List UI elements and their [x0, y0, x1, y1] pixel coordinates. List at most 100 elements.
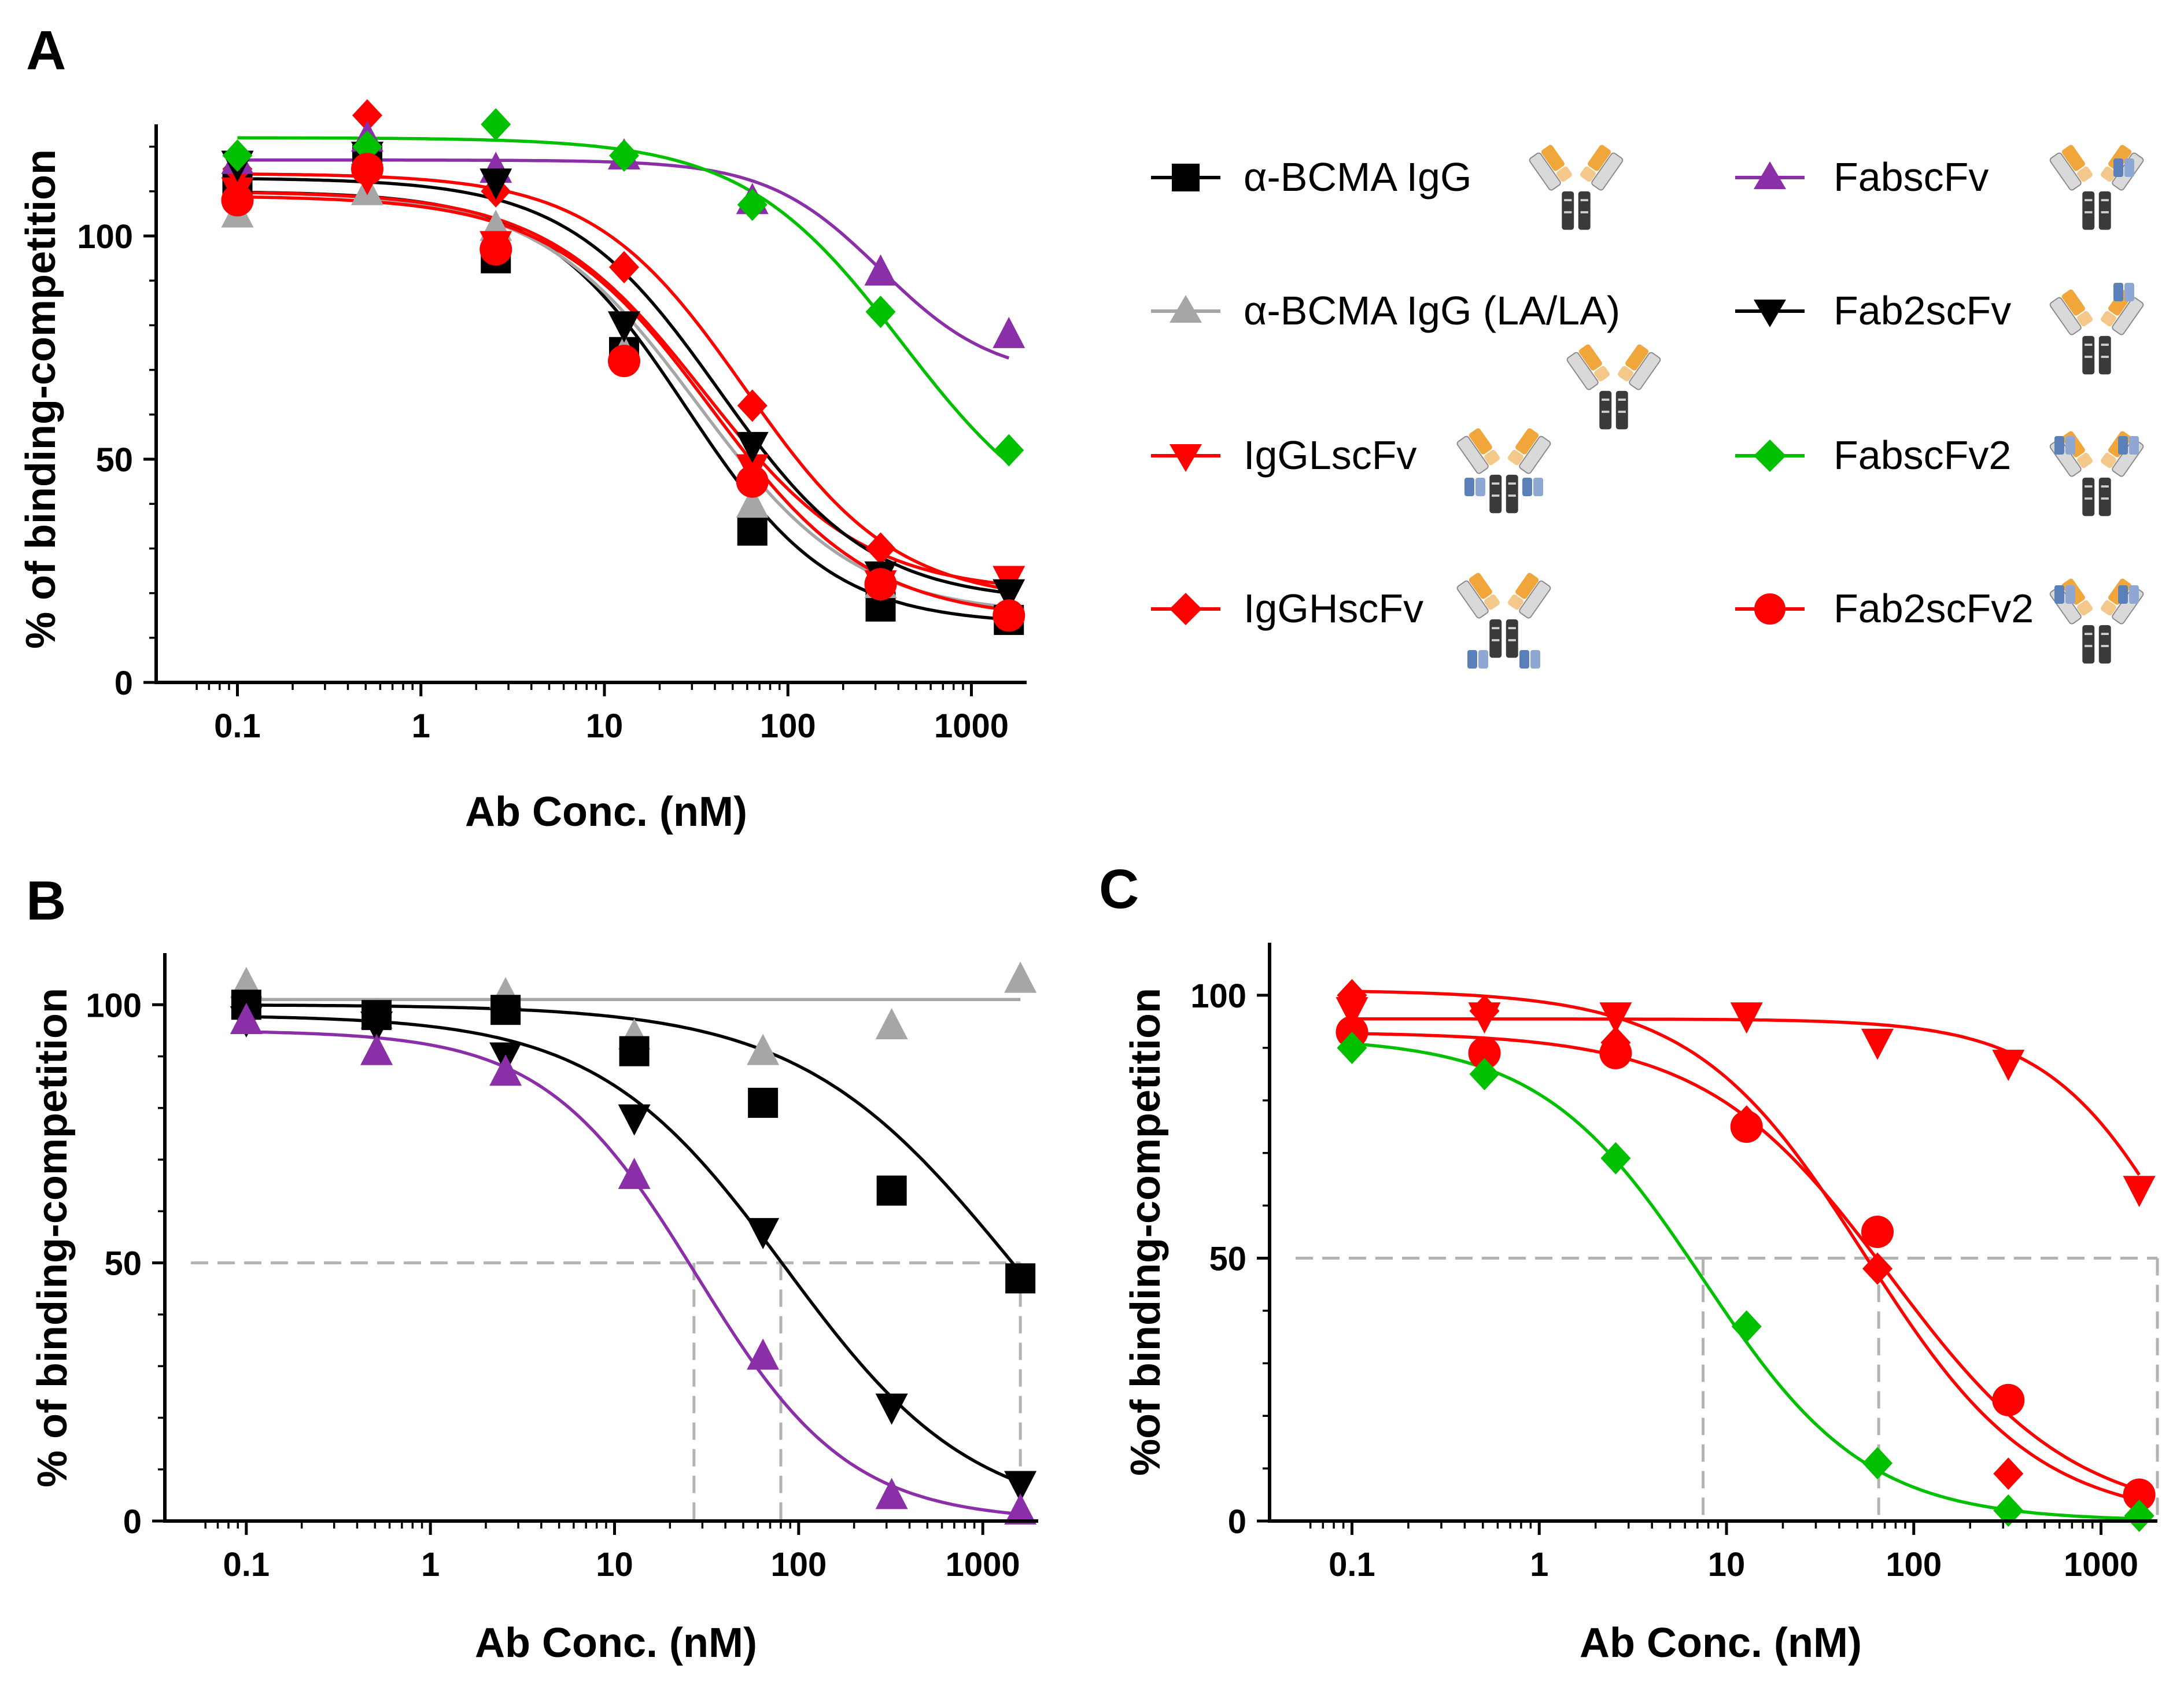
legend-item-igglscfv: IgGLscFv [1151, 426, 1552, 514]
data-point-fabscfv [747, 1338, 780, 1370]
fit-curve-igghscfv [237, 172, 1009, 591]
panel-label-a: A [26, 20, 66, 82]
data-point-fabscfv2 [2124, 1499, 2155, 1532]
data-point-fab2scfv2 [351, 153, 383, 186]
antibody-format-icon [1455, 571, 1552, 659]
fit-curve-fab2scfv [237, 177, 1009, 595]
y-tick-label: 0 [115, 665, 133, 702]
data-point-fabscfv2 [609, 139, 640, 172]
data-point-igglscfv [1730, 1002, 1763, 1034]
y-tick-label: 50 [104, 1245, 142, 1283]
data-point-a-bcma-igg-la-la [736, 486, 769, 518]
data-point-igghscfv [1337, 979, 1367, 1012]
legend-item-fabscfv: FabscFv [1735, 143, 2145, 231]
data-point-fab2scfv [479, 168, 512, 200]
legend-item-a-bcma-igg-la-la: α-BCMA IgG (LA/LA) [1151, 288, 1662, 430]
x-tick-label: 1 [421, 1546, 440, 1583]
data-point-igghscfv [1469, 995, 1500, 1028]
data-point-fabscfv2 [1862, 1447, 1893, 1479]
legend-item-a-bcma-igg: α-BCMA IgG [1151, 143, 1625, 231]
x-tick-label: 0.1 [214, 707, 261, 745]
panel-b-plot: 0 50 100 0.1 1 10 100 1000 Ab Conc. (nM) % of b… [29, 953, 1038, 1666]
data-point-fabscfv2 [865, 296, 896, 328]
legend-marker-diamond [1170, 593, 1202, 625]
x-tick-label: 0.1 [223, 1546, 270, 1583]
x-tick-label: 10 [586, 707, 624, 745]
data-point-igglscfv [1992, 1050, 2025, 1081]
data-point-a-bcma-igg-la-la [1004, 961, 1037, 993]
fit-curve-igglscfv [237, 191, 1009, 586]
legend-marker-triangle-down [1170, 444, 1202, 472]
data-point-fabscfv2 [1993, 1494, 2024, 1527]
data-point-fabscfv2 [1731, 1310, 1762, 1343]
data-point-igghscfv [865, 532, 896, 565]
data-point-igglscfv [1336, 997, 1368, 1029]
data-point-igghscfv [1993, 1457, 2024, 1490]
data-point-fab2scfv [736, 431, 769, 463]
data-point-fab2scfv [360, 1011, 393, 1043]
data-point-fab2scfv2 [736, 465, 769, 498]
y-tick-label: 50 [1209, 1240, 1246, 1278]
y-tick-label: 0 [123, 1503, 142, 1541]
data-point-igghscfv [737, 389, 768, 422]
panel-b-y-axis-title: % of binding-competition [29, 988, 76, 1487]
x-tick-label: 1000 [2064, 1546, 2138, 1583]
panel-c-y-axis-title: %of binding-competition [1123, 988, 1169, 1476]
fit-curve-fab2scfv [246, 1015, 1021, 1484]
data-point-fabscfv [618, 1157, 651, 1189]
y-tick-label: 100 [1190, 977, 1246, 1015]
panel-a-legend: α-BCMA IgG α-BCMA IgG (LA/LA) IgGLscFv I… [1151, 143, 2145, 669]
antibody-format-icon [1565, 342, 1662, 430]
data-point-igghscfv [1862, 1252, 1893, 1285]
data-point-fabscfv [993, 316, 1025, 348]
data-point-fabscfv [360, 1033, 393, 1065]
x-tick-label: 10 [1708, 1546, 1746, 1583]
panel-label-b: B [26, 870, 66, 932]
panel-c-plot: 0 50 100 0.1 1 10 100 1000 Ab Conc. (nM) %of bi… [1123, 943, 2159, 1666]
data-point-fab2scfv2 [1992, 1383, 2025, 1416]
legend-marker-triangle-up [1170, 295, 1202, 323]
data-point-igglscfv [1599, 1002, 1632, 1034]
data-point-a-bcma-igg [490, 995, 521, 1025]
data-point-igghscfv [352, 99, 382, 132]
data-point-fabscfv2 [1469, 1058, 1500, 1091]
data-point-fabscfv [864, 254, 897, 286]
data-point-fab2scfv2 [993, 599, 1025, 632]
data-point-fabscfv [230, 1003, 263, 1035]
data-point-fab2scfv2 [1468, 1036, 1501, 1069]
y-tick-label: 100 [77, 218, 133, 256]
scfv-domain-icon [1464, 478, 1485, 496]
legend-label-fab2scfv: Fab2scFv [1833, 288, 2011, 333]
data-point-fab2scfv2 [1599, 1036, 1632, 1069]
x-tick-label: 1000 [934, 707, 1009, 745]
data-point-fab2scfv2 [479, 233, 512, 266]
legend-marker-triangle-down [1754, 300, 1786, 327]
legend-marker-triangle-up [1754, 161, 1786, 189]
fit-curve-fab2scfv2 [1352, 1032, 2140, 1492]
data-point-fabscfv2 [994, 434, 1024, 467]
panel-a-x-axis-title: Ab Conc. (nM) [465, 789, 747, 835]
fit-curve-fabscfv [246, 1030, 1021, 1516]
x-tick-label: 100 [760, 707, 816, 745]
data-point-a-bcma-igg [876, 1175, 907, 1206]
scfv-domain-icon [1522, 478, 1543, 496]
legend-item-fabscfv2: FabscFv2 [1735, 429, 2145, 517]
data-point-a-bcma-igg [748, 1087, 779, 1118]
antibody-format-icon [1528, 143, 1625, 231]
antibody-format-icon [2048, 143, 2145, 231]
panel-label-c: C [1099, 858, 1139, 920]
x-tick-label: 100 [1886, 1546, 1942, 1583]
data-point-a-bcma-igg [737, 515, 768, 546]
legend-label-a-bcma-igg: α-BCMA IgG [1244, 154, 1471, 200]
data-point-fabscfv2 [1600, 1142, 1631, 1175]
x-tick-label: 0.1 [1329, 1546, 1375, 1583]
panel-c-x-axis-title: Ab Conc. (nM) [1580, 1620, 1862, 1666]
data-point-fab2scfv [618, 1104, 651, 1136]
legend-item-fab2scfv: Fab2scFv [1735, 283, 2145, 375]
data-point-a-bcma-igg-la-la [747, 1033, 780, 1065]
fit-curve-igghscfv [1352, 990, 2140, 1502]
data-point-a-bcma-igg [619, 1036, 650, 1066]
x-tick-label: 10 [596, 1546, 633, 1583]
data-point-fab2scfv2 [2123, 1478, 2156, 1511]
data-point-fab2scfv2 [221, 184, 254, 217]
